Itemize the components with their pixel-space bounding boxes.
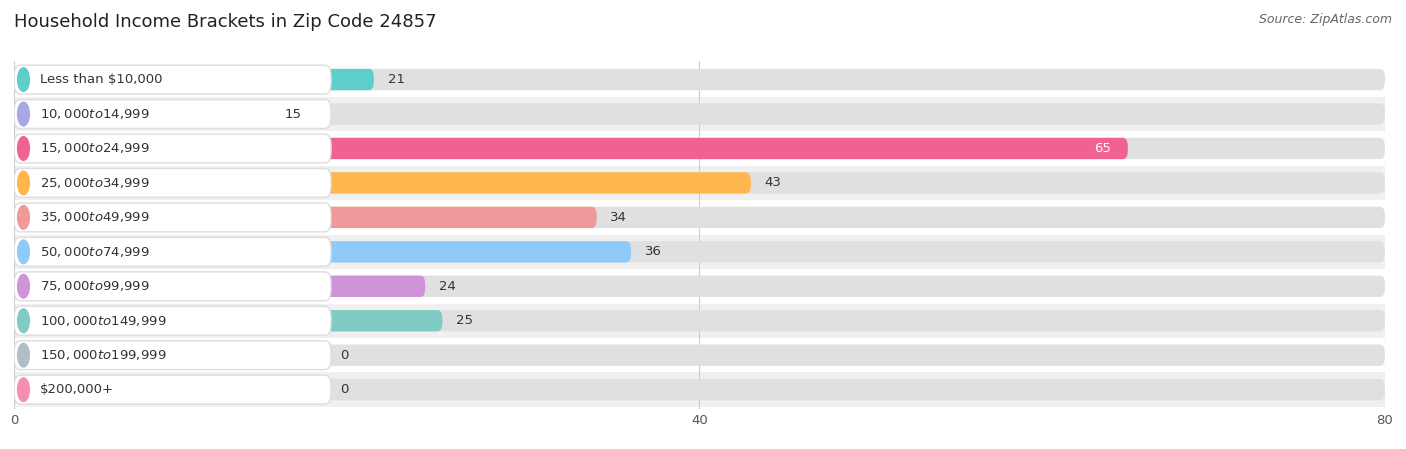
Bar	[14, 62, 1385, 97]
FancyBboxPatch shape	[14, 341, 330, 370]
Text: $15,000 to $24,999: $15,000 to $24,999	[39, 141, 149, 155]
FancyBboxPatch shape	[14, 103, 271, 125]
FancyBboxPatch shape	[14, 344, 1385, 366]
FancyBboxPatch shape	[14, 103, 1385, 125]
FancyBboxPatch shape	[14, 138, 1128, 159]
Bar	[14, 97, 1385, 131]
FancyBboxPatch shape	[14, 276, 1385, 297]
FancyBboxPatch shape	[14, 310, 1385, 331]
Bar	[14, 200, 1385, 235]
Bar	[14, 131, 1385, 166]
Circle shape	[18, 102, 30, 126]
Text: $150,000 to $199,999: $150,000 to $199,999	[39, 348, 166, 362]
FancyBboxPatch shape	[14, 310, 443, 331]
Circle shape	[18, 68, 30, 92]
Text: Household Income Brackets in Zip Code 24857: Household Income Brackets in Zip Code 24…	[14, 13, 437, 31]
Text: $35,000 to $49,999: $35,000 to $49,999	[39, 211, 149, 224]
Text: Source: ZipAtlas.com: Source: ZipAtlas.com	[1258, 13, 1392, 26]
FancyBboxPatch shape	[14, 276, 425, 297]
FancyBboxPatch shape	[14, 379, 1385, 401]
Circle shape	[18, 171, 30, 195]
Circle shape	[18, 206, 30, 229]
FancyBboxPatch shape	[14, 203, 330, 232]
FancyBboxPatch shape	[14, 241, 631, 263]
Text: $200,000+: $200,000+	[39, 383, 114, 396]
FancyBboxPatch shape	[14, 138, 1385, 159]
FancyBboxPatch shape	[14, 207, 596, 228]
FancyBboxPatch shape	[14, 172, 751, 194]
Text: 43: 43	[765, 176, 782, 189]
Text: $100,000 to $149,999: $100,000 to $149,999	[39, 314, 166, 328]
FancyBboxPatch shape	[14, 238, 330, 266]
Text: 34: 34	[610, 211, 627, 224]
FancyBboxPatch shape	[14, 207, 1385, 228]
Bar	[14, 338, 1385, 372]
FancyBboxPatch shape	[14, 69, 374, 90]
Bar	[14, 304, 1385, 338]
Text: $10,000 to $14,999: $10,000 to $14,999	[39, 107, 149, 121]
Circle shape	[18, 378, 30, 401]
FancyBboxPatch shape	[14, 168, 330, 198]
Text: 0: 0	[340, 383, 349, 396]
Text: $25,000 to $34,999: $25,000 to $34,999	[39, 176, 149, 190]
FancyBboxPatch shape	[14, 375, 330, 404]
FancyBboxPatch shape	[14, 134, 330, 163]
Text: 21: 21	[388, 73, 405, 86]
Circle shape	[18, 309, 30, 333]
Text: 15: 15	[285, 107, 302, 120]
Bar	[14, 372, 1385, 407]
FancyBboxPatch shape	[14, 69, 1385, 90]
Text: Less than $10,000: Less than $10,000	[39, 73, 162, 86]
Text: 0: 0	[340, 349, 349, 362]
Bar	[14, 166, 1385, 200]
Bar	[14, 269, 1385, 304]
FancyBboxPatch shape	[14, 172, 1385, 194]
Circle shape	[18, 136, 30, 160]
FancyBboxPatch shape	[14, 241, 1385, 263]
Text: 36: 36	[644, 245, 662, 258]
FancyBboxPatch shape	[14, 100, 330, 128]
FancyBboxPatch shape	[14, 65, 330, 94]
FancyBboxPatch shape	[14, 272, 330, 301]
Text: 24: 24	[439, 280, 456, 293]
Text: 25: 25	[456, 314, 474, 327]
Text: 65: 65	[1094, 142, 1111, 155]
Text: $50,000 to $74,999: $50,000 to $74,999	[39, 245, 149, 259]
Circle shape	[18, 240, 30, 264]
FancyBboxPatch shape	[14, 306, 330, 335]
Bar	[14, 235, 1385, 269]
Circle shape	[18, 343, 30, 367]
Circle shape	[18, 274, 30, 298]
Text: $75,000 to $99,999: $75,000 to $99,999	[39, 279, 149, 293]
